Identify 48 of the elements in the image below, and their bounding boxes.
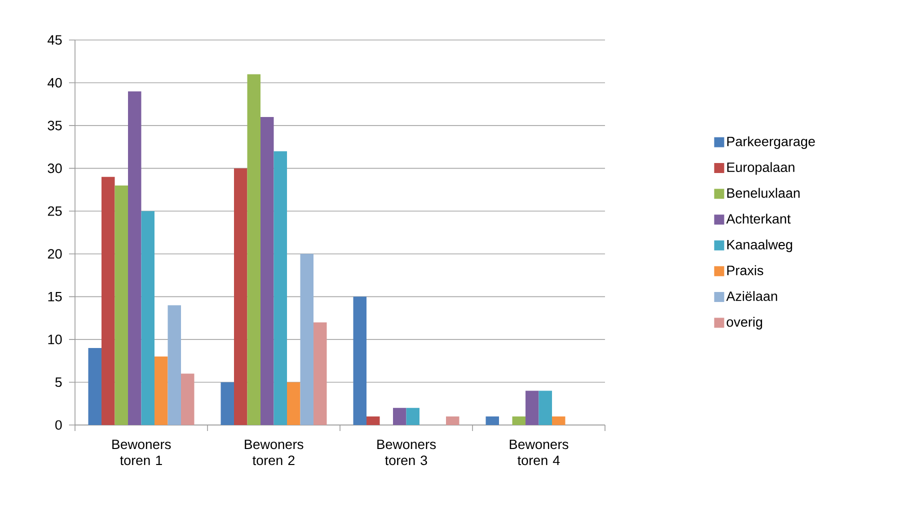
bar: [168, 305, 181, 425]
bar: [141, 211, 154, 425]
bar: [88, 348, 102, 425]
legend-label: overig: [726, 316, 762, 330]
y-tick-label: 40: [48, 78, 62, 88]
bar: [366, 416, 380, 425]
bar: [128, 91, 142, 425]
bar: [287, 382, 300, 425]
bar: [406, 408, 420, 425]
bar: [181, 374, 194, 425]
bar: [512, 416, 526, 425]
y-tick-label: 5: [55, 378, 62, 387]
legend-label: Praxis: [727, 265, 764, 276]
legend-label: Kanaalweg: [727, 239, 792, 252]
bar: [552, 416, 566, 425]
y-tick-label: 20: [48, 249, 62, 259]
legend-label: Achterkant: [726, 214, 791, 224]
bar: [234, 168, 248, 425]
bar: [446, 416, 460, 425]
y-tick-label: 30: [48, 164, 62, 174]
bar: [247, 74, 260, 425]
y-tick-label: 0: [55, 420, 62, 430]
bar: [220, 382, 234, 425]
x-tick-label: Bewoners toren 1: [112, 440, 171, 466]
legend-label: Parkeergarage: [727, 136, 815, 149]
x-tick-label: Bewoners toren 3: [377, 440, 436, 466]
y-tick-label: 45: [48, 35, 62, 45]
y-tick-label: 15: [48, 292, 62, 302]
bar: [353, 296, 367, 425]
bar: [260, 117, 274, 425]
y-tick-label: 25: [48, 206, 62, 216]
legend-label: Europalaan: [727, 162, 794, 175]
bar: [393, 408, 406, 425]
bar: [538, 390, 552, 425]
x-tick-label: Bewoners toren 2: [244, 440, 304, 466]
x-tick-label: Bewoners toren 4: [510, 440, 568, 466]
y-tick-label: 35: [48, 120, 62, 130]
bar: [314, 322, 327, 425]
bar: [102, 176, 115, 425]
bar: [486, 416, 500, 425]
legend-label: Beneluxlaan: [727, 188, 800, 198]
bar: [114, 185, 128, 425]
bar: [274, 151, 287, 425]
y-tick-label: 10: [48, 334, 62, 344]
bar: [526, 390, 539, 425]
legend-label: Aziëlaan: [726, 291, 778, 301]
bar: [300, 254, 314, 425]
bar: [154, 356, 168, 425]
